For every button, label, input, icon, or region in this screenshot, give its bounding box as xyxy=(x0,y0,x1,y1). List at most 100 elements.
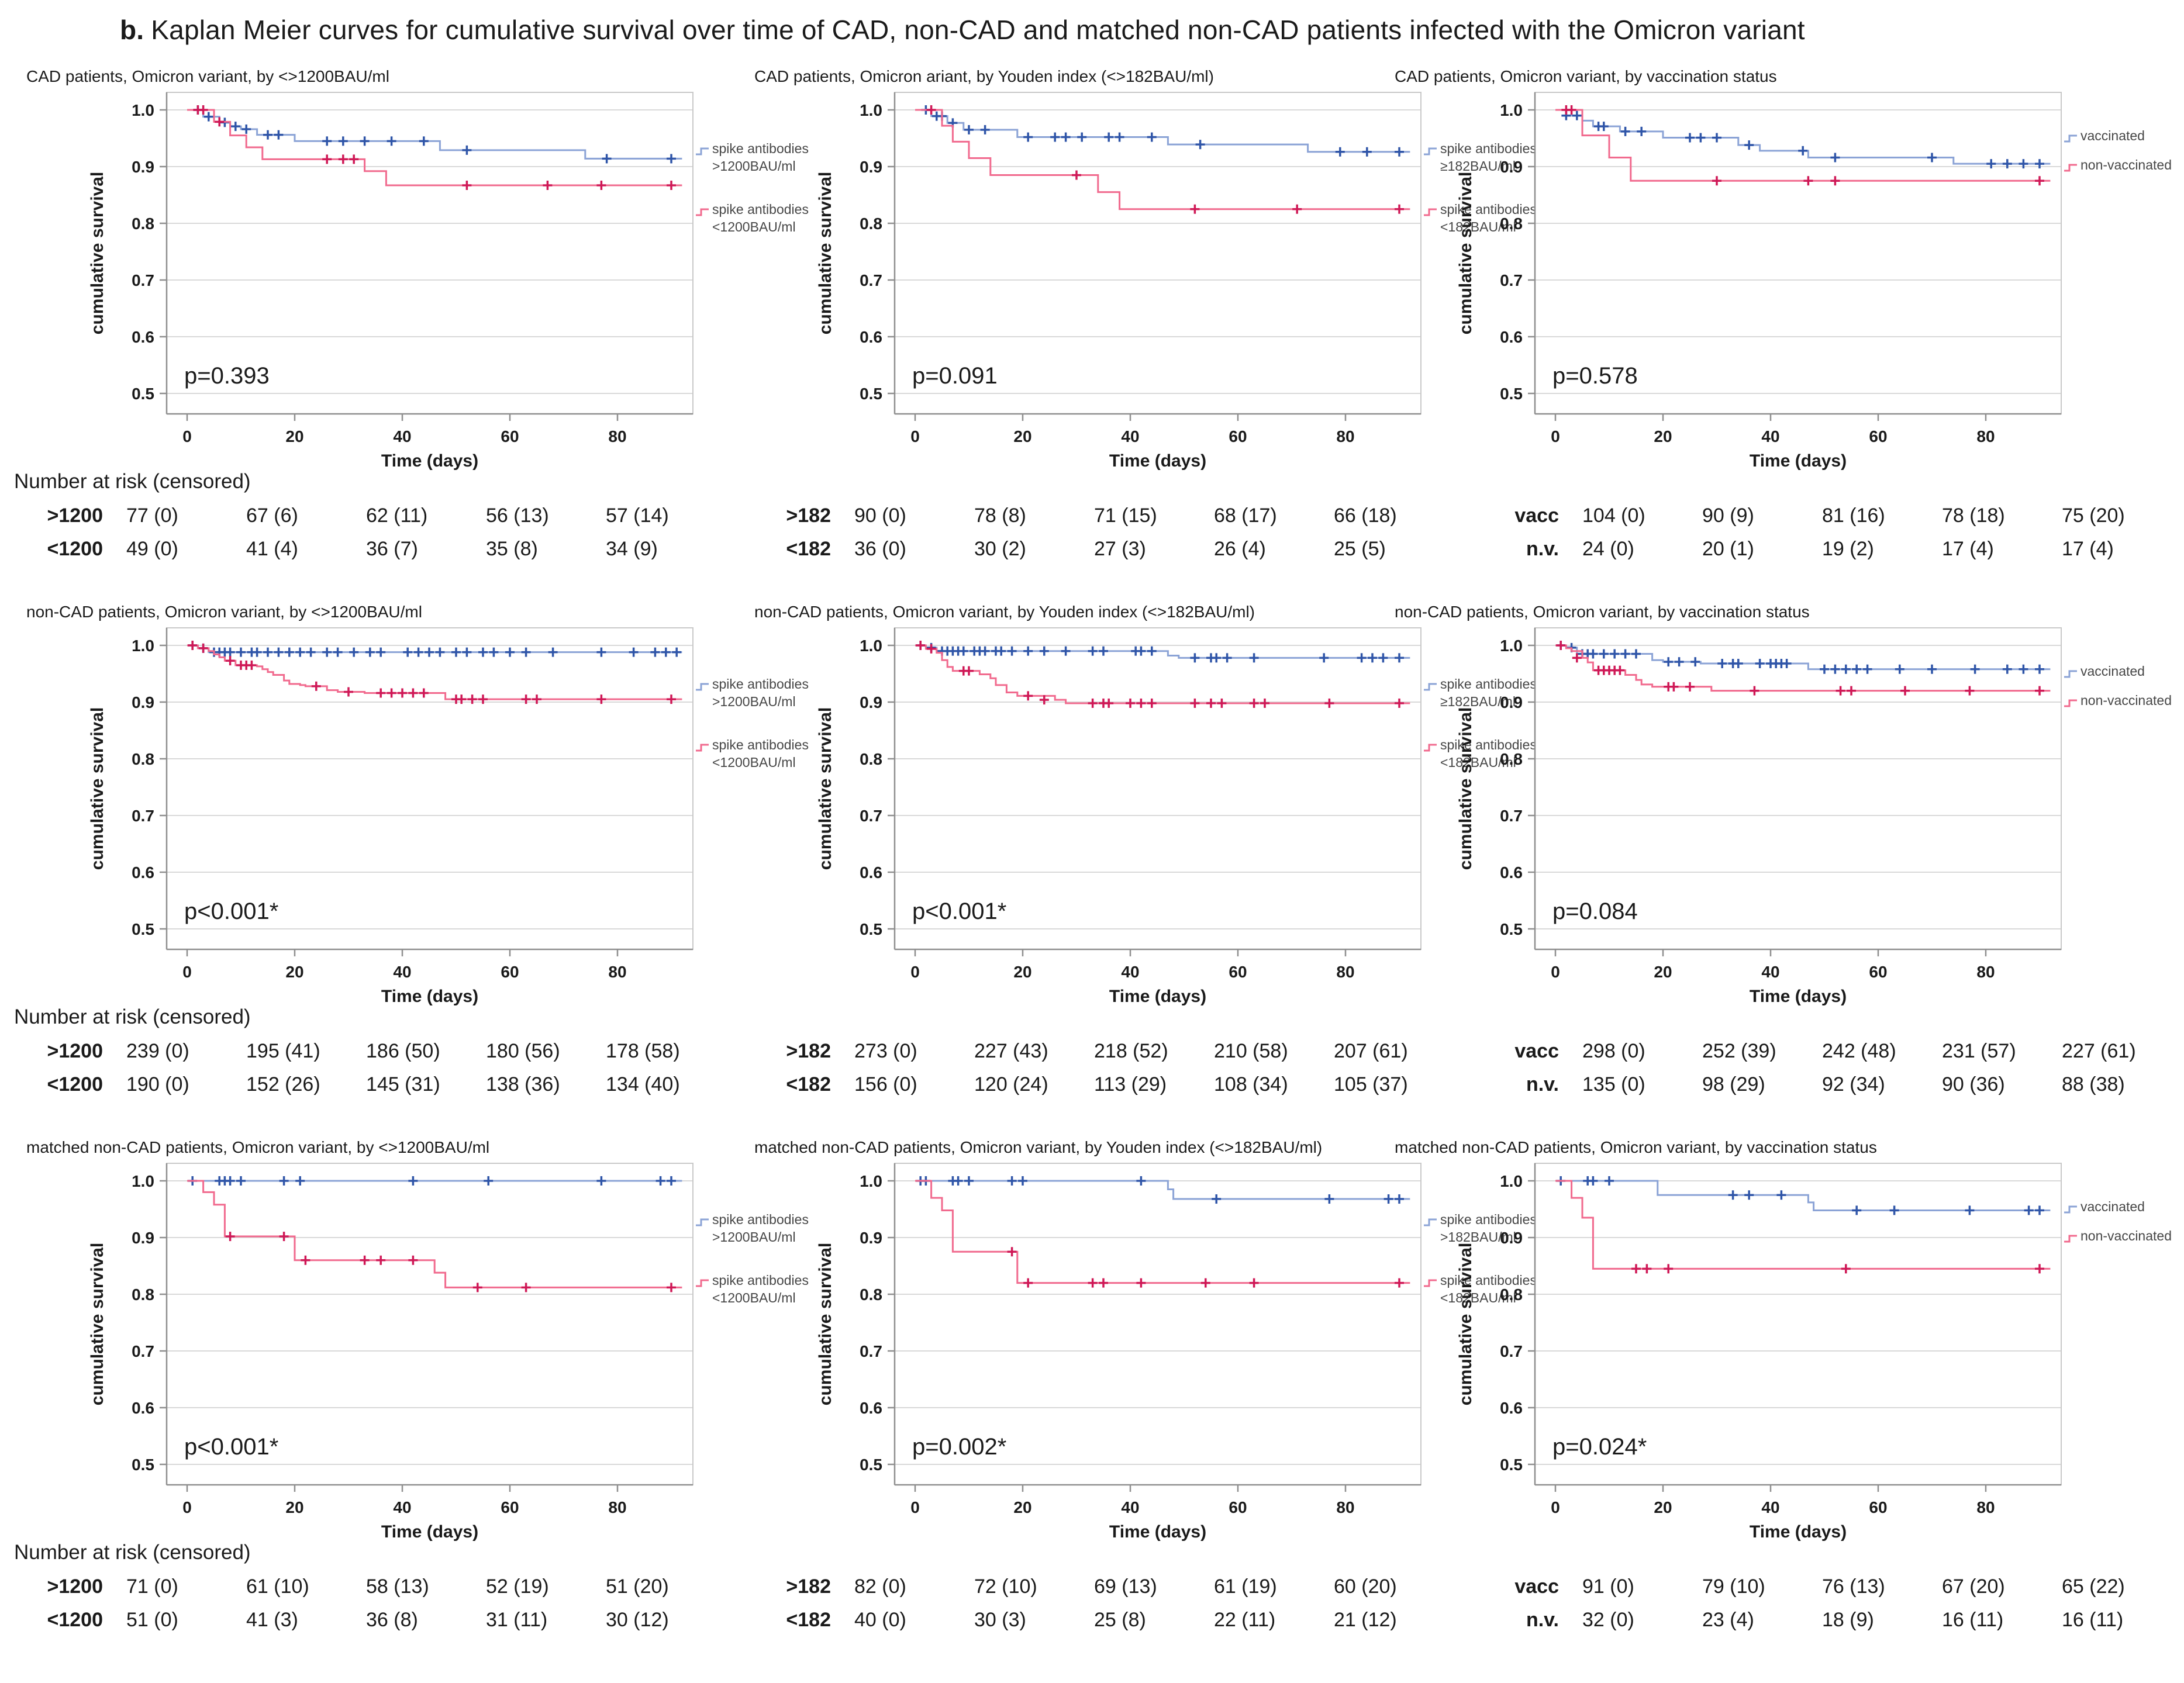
y-tick-label: 0.9 xyxy=(132,693,154,711)
legend-label: non-vaccinated xyxy=(2081,693,2172,708)
risk-value: 298 (0) xyxy=(1582,1040,1645,1062)
y-tick-label: 0.5 xyxy=(1500,920,1523,938)
risk-value: 90 (9) xyxy=(1702,504,1754,527)
legend-swatch-blue-icon xyxy=(1424,683,1437,691)
y-axis-title: cumulative survival xyxy=(816,1243,835,1405)
y-tick-label: 0.8 xyxy=(1500,1285,1523,1304)
legend-swatch-red-icon xyxy=(2064,164,2077,172)
risk-value: 68 (17) xyxy=(1214,504,1277,527)
risk-value: 81 (16) xyxy=(1822,504,1885,527)
p-value-label: p=0.002* xyxy=(912,1434,1006,1460)
km-panel-3: 0 20 40 60 80 1.0 0.9 0.8 0.7 0.6 0.5 cumulative su… xyxy=(1395,63,2184,472)
risk-row-label: vacc xyxy=(1514,1575,1559,1598)
risk-table-9: vacc 91 (0) 79 (10) 76 (13) 67 (20) 65 (22) n.… xyxy=(1478,1570,2165,1637)
legend-label: spike antibodies xyxy=(712,1212,809,1227)
risk-value: 71 (15) xyxy=(1094,504,1157,527)
risk-row-label: <1200 xyxy=(47,538,103,560)
x-axis-title: Time (days) xyxy=(1109,987,1206,1006)
y-tick-label: 0.7 xyxy=(132,1342,154,1360)
x-tick-label: 60 xyxy=(1869,963,1887,981)
y-tick-label: 0.7 xyxy=(132,807,154,825)
risk-value: 231 (57) xyxy=(1942,1040,2016,1062)
risk-value: 135 (0) xyxy=(1582,1073,1645,1095)
risk-value: 210 (58) xyxy=(1214,1040,1288,1062)
km-panel-5: 0 20 40 60 80 1.0 0.9 0.8 0.7 0.6 0.5 cumulative su… xyxy=(728,599,1537,1008)
km-curve-red xyxy=(187,644,682,700)
legend-swatch-blue-icon xyxy=(2064,670,2077,678)
y-tick-label: 0.5 xyxy=(132,385,154,403)
risk-value: 78 (8) xyxy=(974,504,1026,527)
x-tick-label: 40 xyxy=(393,1498,411,1516)
risk-table-1: >1200 77 (0) 67 (6) 62 (11) 56 (13) 57 (14) <1… xyxy=(22,499,709,566)
y-tick-label: 0.6 xyxy=(1500,328,1523,346)
y-tick-label: 0.6 xyxy=(132,1399,154,1417)
legend-label: non-vaccinated xyxy=(2081,157,2172,172)
risk-value: 90 (0) xyxy=(854,504,906,527)
x-tick-label: 60 xyxy=(1229,1498,1247,1516)
risk-row-label: <182 xyxy=(786,538,831,560)
risk-value: 35 (8) xyxy=(486,538,538,560)
risk-value: 24 (0) xyxy=(1582,538,1634,560)
risk-value: 65 (22) xyxy=(2062,1575,2125,1598)
risk-value: 104 (0) xyxy=(1582,504,1645,527)
risk-value: 30 (3) xyxy=(974,1609,1026,1631)
km-panel-6: 0 20 40 60 80 1.0 0.9 0.8 0.7 0.6 0.5 cumulative su… xyxy=(1395,599,2184,1008)
x-tick-label: 0 xyxy=(910,963,920,981)
x-tick-label: 60 xyxy=(1869,1498,1887,1516)
risk-value: 186 (50) xyxy=(366,1040,440,1062)
risk-value: 32 (0) xyxy=(1582,1609,1634,1631)
risk-row-label: <1200 xyxy=(47,1073,103,1095)
figure-title: b. Kaplan Meier curves for cumulative sur… xyxy=(120,14,2184,46)
risk-table-header: Number at risk (censored) xyxy=(14,1541,251,1564)
y-tick-label: 0.8 xyxy=(1500,215,1523,233)
x-tick-label: 80 xyxy=(1976,963,1995,981)
risk-value: 36 (8) xyxy=(366,1609,418,1631)
legend-swatch-red-icon xyxy=(2064,1235,2077,1243)
risk-value: 134 (40) xyxy=(606,1073,680,1095)
risk-value: 120 (24) xyxy=(974,1073,1048,1095)
risk-row-3: Number at risk (censored) >1200 71 (0) 61 (… xyxy=(0,1541,2184,1644)
y-tick-label: 0.5 xyxy=(860,385,882,403)
risk-value: 91 (0) xyxy=(1582,1575,1634,1598)
risk-value: 61 (19) xyxy=(1214,1575,1277,1598)
y-tick-label: 0.5 xyxy=(1500,385,1523,403)
y-tick-label: 0.8 xyxy=(860,750,882,768)
risk-value: 58 (13) xyxy=(366,1575,429,1598)
x-tick-label: 20 xyxy=(1654,963,1672,981)
legend-label: <182BAU/ml xyxy=(1440,219,1516,234)
y-tick-label: 0.6 xyxy=(1500,1399,1523,1417)
legend-label: spike antibodies xyxy=(712,141,809,156)
y-tick-label: 1.0 xyxy=(132,101,154,119)
km-curve-blue xyxy=(1555,1180,2051,1211)
legend-label: spike antibodies xyxy=(1440,1212,1537,1227)
risk-value: 16 (11) xyxy=(1942,1609,2004,1631)
legend-label: spike antibodies xyxy=(1440,202,1537,217)
y-tick-label: 0.7 xyxy=(1500,1342,1523,1360)
legend-label: spike antibodies xyxy=(1440,1273,1537,1288)
legend-label: spike antibodies xyxy=(712,1273,809,1288)
x-tick-label: 0 xyxy=(1551,1498,1560,1516)
x-tick-label: 60 xyxy=(501,1498,519,1516)
risk-table-8: >182 82 (0) 72 (10) 69 (13) 61 (19) 60 (20) <1… xyxy=(750,1570,1437,1637)
panel-title: CAD patients, Omicron variant, by vaccin… xyxy=(1395,67,1777,85)
plot-area xyxy=(895,92,1421,414)
legend-swatch-blue-icon xyxy=(1424,1218,1437,1226)
risk-value: 34 (9) xyxy=(606,538,658,560)
x-tick-label: 80 xyxy=(608,963,626,981)
x-tick-label: 40 xyxy=(1761,963,1779,981)
risk-row-label: n.v. xyxy=(1526,1609,1559,1631)
x-tick-label: 40 xyxy=(1121,427,1139,445)
risk-value: 79 (10) xyxy=(1702,1575,1765,1598)
x-tick-label: 20 xyxy=(1654,427,1672,445)
y-tick-label: 0.6 xyxy=(860,863,882,882)
risk-table-4: >1200 239 (0) 195 (41) 186 (50) 180 (56) 178 … xyxy=(22,1035,709,1101)
x-tick-label: 0 xyxy=(182,1498,192,1516)
risk-value: 19 (2) xyxy=(1822,538,1874,560)
km-panel-2: 0 20 40 60 80 1.0 0.9 0.8 0.7 0.6 0.5 cumulative su… xyxy=(728,63,1537,472)
x-tick-label: 80 xyxy=(1976,427,1995,445)
y-tick-label: 0.6 xyxy=(860,328,882,346)
risk-value: 36 (0) xyxy=(854,538,906,560)
risk-table-3: vacc 104 (0) 90 (9) 81 (16) 78 (18) 75 (20) n.… xyxy=(1478,499,2165,566)
panel-title: CAD patients, Omicron ariant, by Youden … xyxy=(754,67,1214,85)
risk-value: 98 (29) xyxy=(1702,1073,1765,1095)
